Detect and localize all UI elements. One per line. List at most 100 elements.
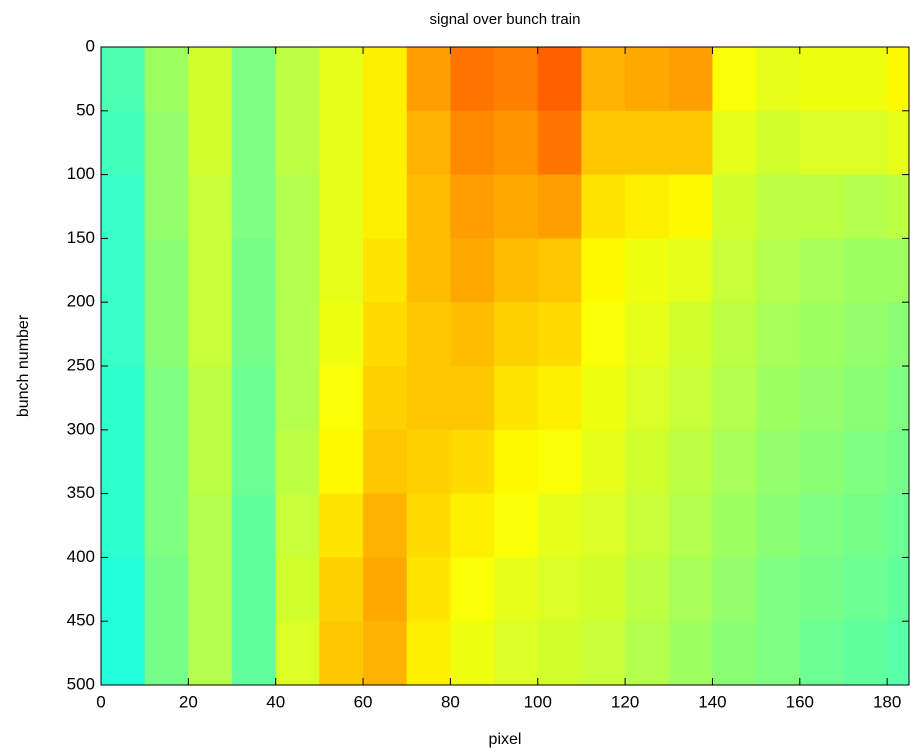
heatmap-cell	[756, 302, 801, 367]
y-tick-label: 400	[67, 547, 95, 566]
x-tick-label: 80	[441, 692, 460, 711]
heatmap-cell	[363, 557, 408, 622]
heatmap-cell	[406, 47, 451, 112]
y-tick-label: 350	[67, 483, 95, 502]
heatmap-cell	[843, 621, 888, 686]
heatmap-cell	[188, 557, 233, 622]
heatmap-cell	[275, 47, 320, 112]
heatmap-cell	[275, 302, 320, 367]
heatmap-cell	[581, 238, 626, 303]
heatmap-cell	[275, 174, 320, 239]
heatmap-cell	[319, 493, 364, 558]
heatmap-cell	[275, 110, 320, 176]
x-tick-label: 40	[266, 692, 285, 711]
heatmap-cell	[406, 110, 451, 176]
heatmap-cell	[144, 110, 189, 176]
heatmap-cell	[188, 302, 233, 367]
heatmap-cell	[625, 238, 670, 303]
heatmap-cell	[319, 47, 364, 112]
y-tick-label: 50	[76, 100, 95, 119]
heatmap-cell	[363, 366, 408, 431]
heatmap-cell	[887, 47, 910, 112]
heatmap-cell	[668, 429, 713, 495]
heatmap-cell	[494, 174, 539, 239]
heatmap-cell	[188, 366, 233, 431]
heatmap-cell	[101, 238, 146, 303]
heatmap-cell	[144, 429, 189, 495]
heatmap-cell	[101, 302, 146, 367]
heatmap-cell	[799, 493, 844, 558]
heatmap-cell	[275, 238, 320, 303]
heatmap-cell	[537, 621, 582, 686]
heatmap-cell	[363, 429, 408, 495]
heatmap-cell	[756, 621, 801, 686]
heatmap-cell	[756, 493, 801, 558]
x-tick-label: 140	[698, 692, 726, 711]
heatmap-cell	[887, 493, 910, 558]
heatmap-cell	[319, 429, 364, 495]
heatmap-cell	[799, 47, 844, 112]
heatmap-cell	[537, 493, 582, 558]
heatmap-cell	[799, 238, 844, 303]
heatmap-cell	[319, 174, 364, 239]
heatmap-cell	[625, 110, 670, 176]
heatmap-cell	[232, 47, 277, 112]
x-tick-label: 100	[524, 692, 552, 711]
heatmap-cell	[494, 302, 539, 367]
heatmap-cell	[668, 493, 713, 558]
heatmap-cell	[101, 47, 146, 112]
heatmap-cell	[537, 47, 582, 112]
heatmap-cell	[712, 621, 757, 686]
heatmap-cell	[887, 366, 910, 431]
heatmap-cell	[406, 493, 451, 558]
heatmap-cell	[799, 110, 844, 176]
heatmap-cell	[144, 174, 189, 239]
heatmap-cell	[101, 493, 146, 558]
heatmap-cell	[756, 47, 801, 112]
heatmap-cell	[450, 238, 495, 303]
heatmap-cell	[668, 174, 713, 239]
y-tick-label: 0	[86, 36, 95, 55]
heatmap-cell	[406, 174, 451, 239]
heatmap-cell	[144, 238, 189, 303]
heatmap-cell	[450, 110, 495, 176]
x-tick-label: 0	[96, 692, 105, 711]
heatmap-cell	[537, 174, 582, 239]
heatmap-cell	[144, 47, 189, 112]
heatmap-cell	[188, 493, 233, 558]
heatmap-cell	[319, 621, 364, 686]
heatmap-cell	[756, 238, 801, 303]
heatmap-cell	[581, 302, 626, 367]
heatmap-cell	[188, 174, 233, 239]
heatmap-cell	[101, 366, 146, 431]
heatmap-cell	[581, 110, 626, 176]
heatmap-cell	[625, 302, 670, 367]
heatmap-cell	[406, 429, 451, 495]
heatmap-cell	[319, 110, 364, 176]
heatmap-cell	[756, 557, 801, 622]
x-tick-label: 160	[786, 692, 814, 711]
heatmap-cell	[188, 238, 233, 303]
heatmap-cell	[450, 621, 495, 686]
heatmap-cell	[581, 47, 626, 112]
heatmap-cell	[712, 366, 757, 431]
heatmap-cell	[537, 557, 582, 622]
y-tick-label: 300	[67, 419, 95, 438]
y-tick-label: 450	[67, 611, 95, 630]
heatmap-cell	[363, 238, 408, 303]
heatmap-cell	[625, 621, 670, 686]
heatmap-cell	[406, 366, 451, 431]
y-tick-label: 250	[67, 355, 95, 374]
heatmap-cell	[668, 110, 713, 176]
heatmap-cell	[275, 493, 320, 558]
heatmap-cell	[232, 557, 277, 622]
heatmap-cell	[494, 557, 539, 622]
heatmap-cell	[887, 302, 910, 367]
heatmap-cell	[625, 47, 670, 112]
heatmap-cell	[887, 110, 910, 176]
heatmap-cell	[843, 238, 888, 303]
heatmap-cell	[144, 493, 189, 558]
heatmap-cell	[799, 557, 844, 622]
heatmap-cell	[275, 557, 320, 622]
